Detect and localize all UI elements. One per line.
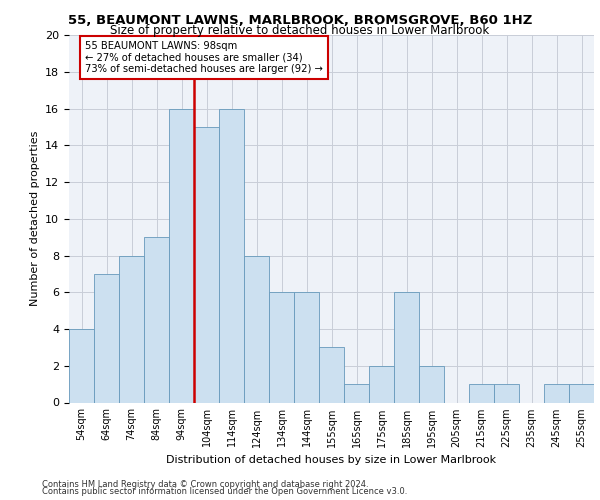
Bar	[269, 292, 294, 403]
Bar	[369, 366, 394, 403]
Text: Size of property relative to detached houses in Lower Marlbrook: Size of property relative to detached ho…	[110, 24, 490, 37]
Bar	[194, 127, 219, 402]
Bar	[294, 292, 319, 403]
Text: 55 BEAUMONT LAWNS: 98sqm
← 27% of detached houses are smaller (34)
73% of semi-d: 55 BEAUMONT LAWNS: 98sqm ← 27% of detach…	[85, 40, 323, 74]
Bar	[394, 292, 419, 403]
Bar	[544, 384, 569, 402]
Bar	[169, 108, 194, 403]
Text: 55, BEAUMONT LAWNS, MARLBROOK, BROMSGROVE, B60 1HZ: 55, BEAUMONT LAWNS, MARLBROOK, BROMSGROV…	[68, 14, 532, 27]
Text: Contains public sector information licensed under the Open Government Licence v3: Contains public sector information licen…	[42, 488, 407, 496]
Bar	[119, 256, 144, 402]
X-axis label: Distribution of detached houses by size in Lower Marlbrook: Distribution of detached houses by size …	[166, 455, 497, 465]
Bar	[494, 384, 519, 402]
Bar	[419, 366, 444, 403]
Text: Contains HM Land Registry data © Crown copyright and database right 2024.: Contains HM Land Registry data © Crown c…	[42, 480, 368, 489]
Bar	[219, 108, 244, 403]
Bar	[244, 256, 269, 402]
Bar	[94, 274, 119, 402]
Y-axis label: Number of detached properties: Number of detached properties	[29, 131, 40, 306]
Bar	[569, 384, 594, 402]
Bar	[344, 384, 369, 402]
Bar	[469, 384, 494, 402]
Bar	[69, 329, 94, 402]
Bar	[319, 348, 344, 403]
Bar	[144, 237, 169, 402]
